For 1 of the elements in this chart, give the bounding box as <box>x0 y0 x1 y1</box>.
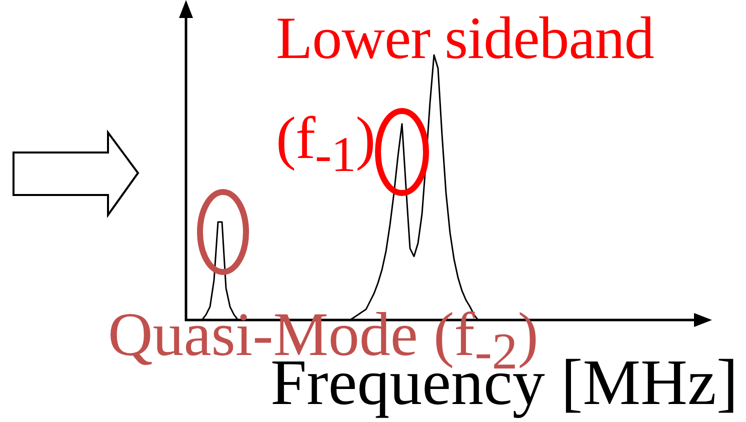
annotation: Lower sideband (f$_{-1}$) <box>276 4 655 184</box>
